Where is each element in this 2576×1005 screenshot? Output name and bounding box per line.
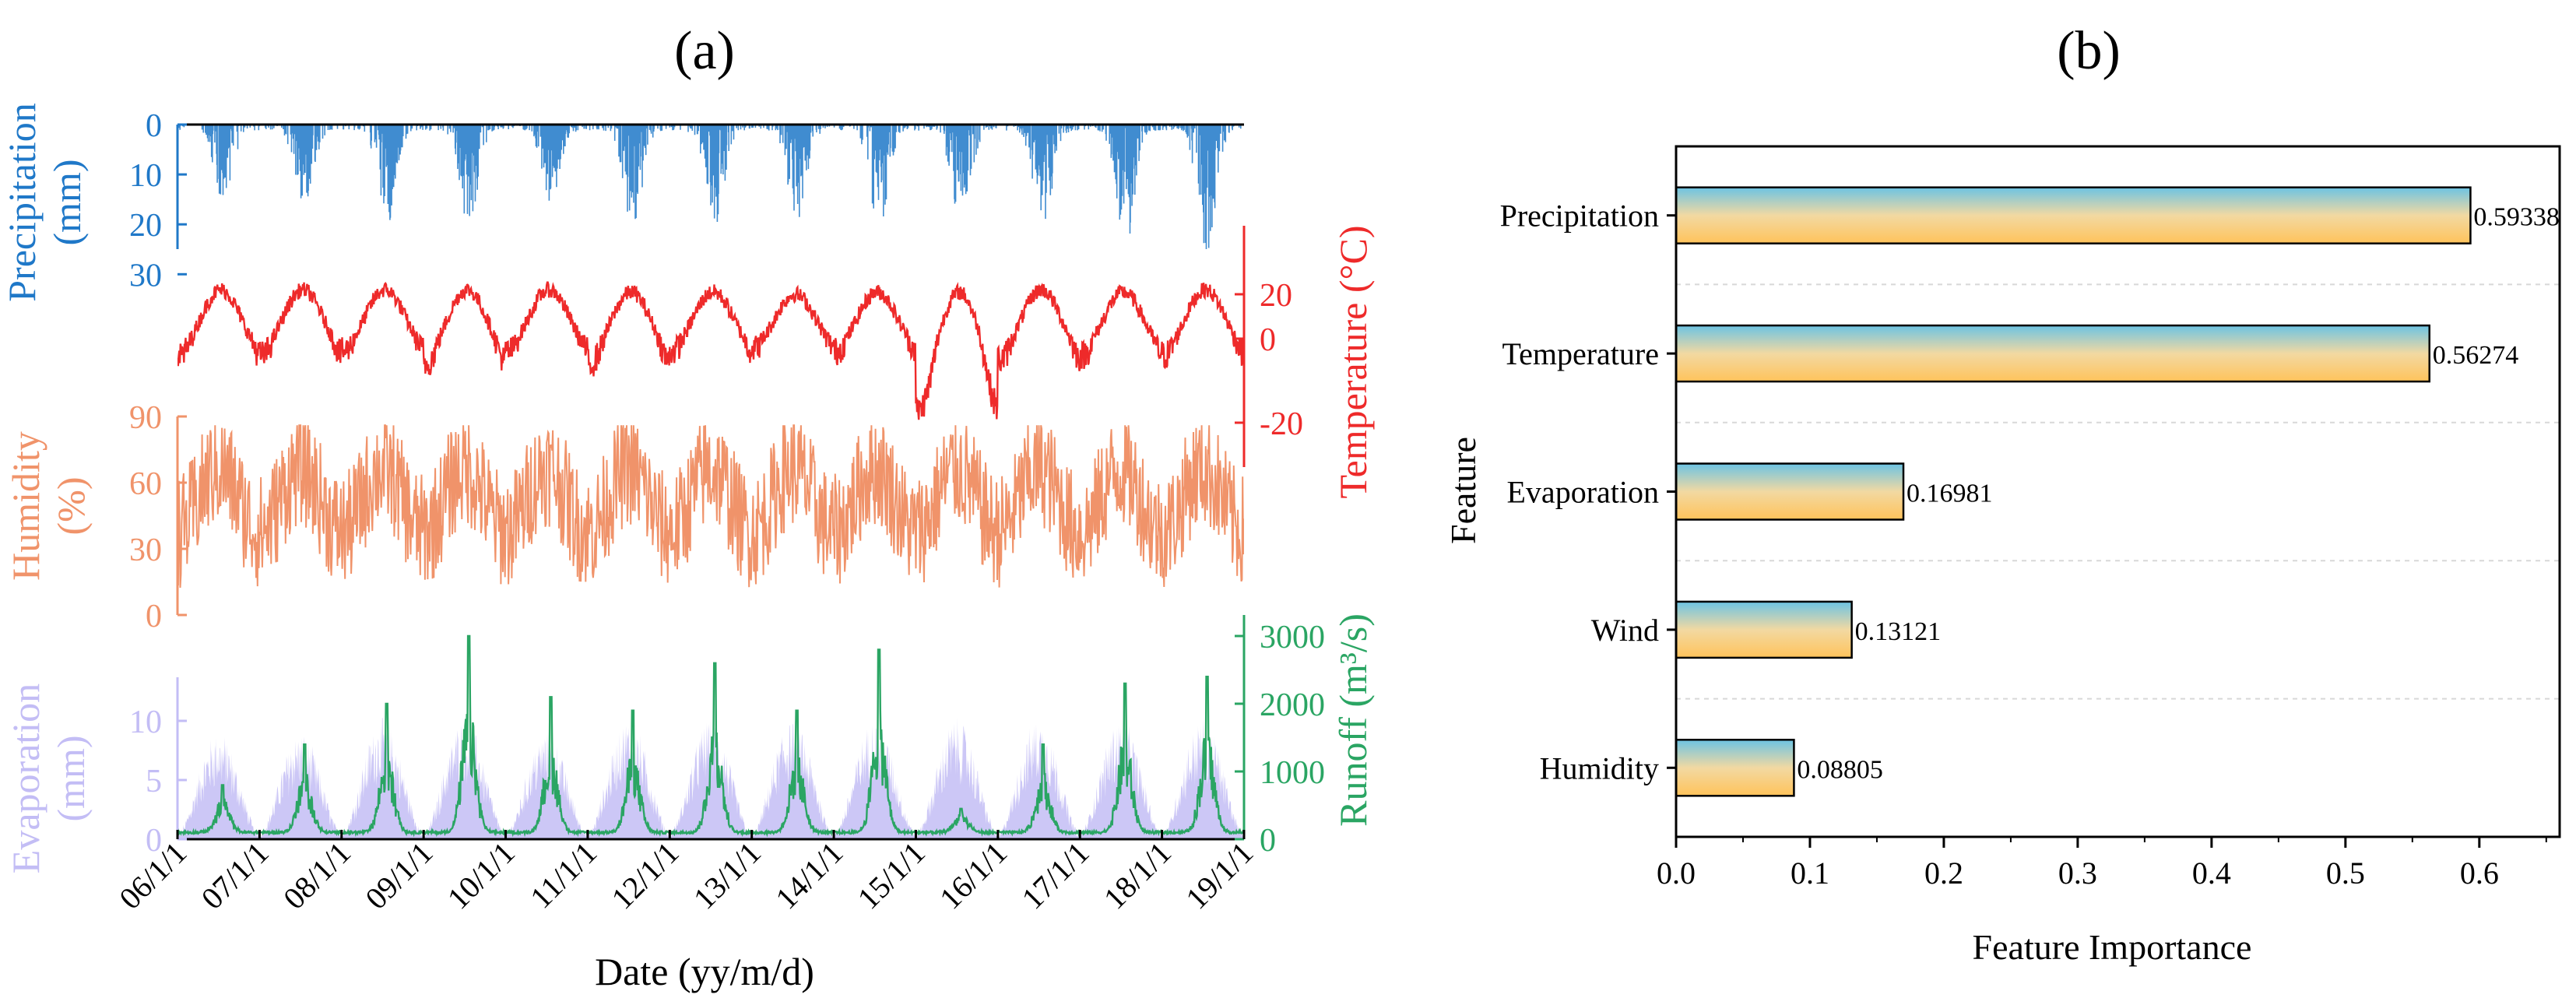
runoff-axis-label: Runoff (m³/s) <box>1331 613 1375 827</box>
date-tick-label: 16/1/1 <box>933 835 1014 916</box>
evaporation-axis-label: Evaporation <box>4 683 47 873</box>
date-tick-label: 10/1/1 <box>441 835 522 916</box>
bar-value-label: 0.16981 <box>1907 480 1993 508</box>
panel-b-y-tick-label: Evaporation <box>1507 475 1660 510</box>
date-tick-label: 19/1/1 <box>1179 835 1260 916</box>
temperature-tick-label: 20 <box>1260 278 1292 314</box>
bar-value-label: 0.59338 <box>2473 203 2560 232</box>
evaporation-axis: 10 5 0 Evaporation (mm) <box>4 677 187 873</box>
panel-b-label: (b) <box>2057 21 2121 81</box>
humidity-series <box>177 424 1244 589</box>
evaporation-series <box>177 717 1244 839</box>
panel-b-x-tick-label: 0.3 <box>2058 856 2097 891</box>
panel-b-y-tick-label: Temperature <box>1502 336 1659 371</box>
panel-a: (a) 0 10 20 30 Precipitation (mm) 20 0 -20 Te… <box>0 21 1375 993</box>
panel-b-y-tick-label: Precipitation <box>1500 199 1659 234</box>
bar-humidity <box>1675 739 1795 797</box>
panel-b-gridlines <box>1676 283 2560 700</box>
panel-b-x-tick-label: 0.0 <box>1657 856 1696 891</box>
precipitation-axis-unit: (mm) <box>45 159 89 245</box>
panel-b-x-tick-label: 0.4 <box>2192 856 2231 891</box>
temperature-tick-label: -20 <box>1260 406 1303 442</box>
date-tick-label: 07/1/1 <box>195 835 276 916</box>
date-tick-label: 11/1/1 <box>523 835 603 915</box>
panel-b-x-tick-label: 0.6 <box>2460 856 2499 891</box>
bar-precipitation <box>1675 186 2472 244</box>
runoff-tick-label: 1000 <box>1260 755 1325 791</box>
panel-b-x-tick-label: 0.2 <box>1924 856 1963 891</box>
date-axis-label: Date (yy/m/d) <box>595 950 814 993</box>
runoff-series <box>177 634 1244 838</box>
precipitation-tick-label: 0 <box>146 108 162 144</box>
humidity-axis-unit: (%) <box>49 477 93 536</box>
panel-b-y-axis-label: Feature <box>1443 437 1483 544</box>
evaporation-tick-label: 5 <box>146 764 162 799</box>
panel-b-y-tick-label: Humidity <box>1540 750 1659 785</box>
panel-b-x-tick-label: 0.5 <box>2326 856 2365 891</box>
date-axis: 06/1/1 07/1/1 08/1/1 09/1/1 10/1/1 11/1/1 12/1… <box>112 830 1260 916</box>
bar-value-label: 0.56274 <box>2433 341 2519 370</box>
date-tick-label: 08/1/1 <box>276 835 357 916</box>
bar-value-label: 0.08805 <box>1797 755 1883 784</box>
humidity-tick-label: 90 <box>129 400 162 436</box>
panel-b-y-axis: Precipitation Temperature Evaporation Wind H… <box>1500 199 1676 785</box>
evaporation-axis-unit: (mm) <box>49 735 93 821</box>
temperature-axis: 20 0 -20 Temperature (°C) <box>1235 225 1375 499</box>
panel-b: (b) 0.593380.562740.169810.131210.08805 … <box>1443 21 2561 967</box>
humidity-tick-label: 60 <box>129 466 162 502</box>
date-tick-label: 14/1/1 <box>768 835 849 916</box>
bar-value-label: 0.13121 <box>1855 617 1942 646</box>
precipitation-series <box>178 125 1242 249</box>
bar-wind <box>1675 600 1853 659</box>
evaporation-tick-label: 10 <box>129 705 162 740</box>
humidity-tick-label: 0 <box>146 599 162 634</box>
temperature-axis-label: Temperature (°C) <box>1331 225 1375 498</box>
runoff-tick-label: 3000 <box>1260 620 1325 655</box>
temperature-series <box>177 281 1244 420</box>
panel-b-x-tick-label: 0.1 <box>1791 856 1829 891</box>
bar-evaporation <box>1675 462 1905 521</box>
panel-a-series <box>177 125 1244 839</box>
panel-b-x-axis-label: Feature Importance <box>1973 927 2252 967</box>
panel-b-y-tick-label: Wind <box>1591 613 1659 648</box>
panel-b-x-axis: 0.0 0.1 0.2 0.3 0.4 0.5 0.6 <box>1657 837 2547 891</box>
temperature-tick-label: 0 <box>1260 322 1276 358</box>
precipitation-axis: 0 10 20 30 Precipitation (mm) <box>0 103 187 302</box>
runoff-axis: 3000 2000 1000 0 Runoff (m³/s) <box>1235 613 1375 859</box>
date-tick-label: 15/1/1 <box>851 835 932 916</box>
date-tick-label: 17/1/1 <box>1014 835 1095 916</box>
precipitation-tick-label: 20 <box>129 208 162 244</box>
panel-b-bars: 0.59338 0.56274 0.16981 0.13121 0.08805 <box>1675 186 2560 797</box>
runoff-tick-label: 2000 <box>1260 687 1325 723</box>
precipitation-tick-label: 10 <box>129 158 162 194</box>
date-tick-label: 13/1/1 <box>687 835 768 916</box>
humidity-axis: 90 60 30 0 Humidity (%) <box>4 400 187 634</box>
precipitation-axis-label: Precipitation <box>0 103 44 302</box>
evaporation-tick-label: 0 <box>146 823 162 859</box>
date-tick-label: 09/1/1 <box>358 835 439 916</box>
runoff-tick-label: 0 <box>1260 823 1276 859</box>
humidity-tick-label: 30 <box>129 532 162 568</box>
date-tick-label: 12/1/1 <box>605 835 686 916</box>
bar-temperature <box>1675 324 2430 383</box>
panel-a-label: (a) <box>674 21 735 81</box>
date-tick-label: 18/1/1 <box>1097 835 1178 916</box>
humidity-axis-label: Humidity <box>4 431 47 581</box>
precipitation-tick-label: 30 <box>129 258 162 293</box>
